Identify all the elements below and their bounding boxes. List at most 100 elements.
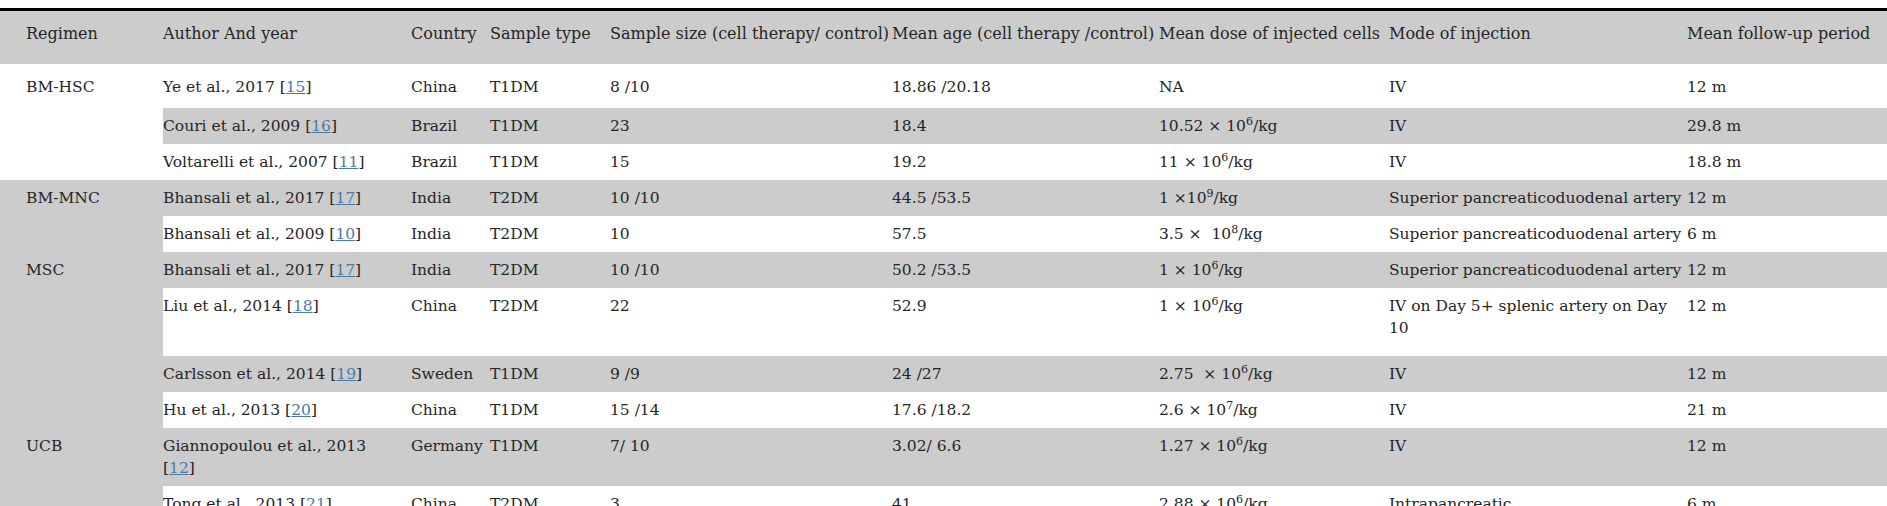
author-text: Giannopoulou et al., 2013 bbox=[163, 437, 366, 455]
cell-mean-dose: NA bbox=[1159, 64, 1389, 108]
cell-sample-type: T1DM bbox=[490, 392, 610, 428]
table-row: BM-MNCBhansali et al., 2017 [17]IndiaT2D… bbox=[0, 180, 1887, 216]
cell-country: Germany bbox=[411, 428, 490, 486]
dose-suffix: /kg bbox=[1238, 225, 1263, 243]
cell-mean-dose: 2.6 × 107/kg bbox=[1159, 392, 1389, 428]
cell-mean-age: 24 /27 bbox=[892, 356, 1159, 392]
cell-sample-type: T1DM bbox=[490, 108, 610, 144]
cell-mean-dose: 11 × 106/kg bbox=[1159, 144, 1389, 180]
cell-follow-up: 18.8 m bbox=[1687, 144, 1887, 180]
reference-link[interactable]: 10 bbox=[335, 225, 355, 243]
cell-country: China bbox=[411, 64, 490, 108]
dose-suffix: /kg bbox=[1218, 261, 1243, 279]
dose-base: 2.75 × 10 bbox=[1159, 365, 1241, 383]
cell-author: Carlsson et al., 2014 [19] bbox=[163, 356, 411, 392]
column-header-mode: Mode of injection bbox=[1389, 10, 1687, 65]
dose-base: 1.27 × 10 bbox=[1159, 437, 1236, 455]
cell-follow-up: 6 m bbox=[1687, 486, 1887, 506]
cell-mean-age: 18.4 bbox=[892, 108, 1159, 144]
cell-country: India bbox=[411, 216, 490, 252]
cell-mean-dose: 1 × 106/kg bbox=[1159, 252, 1389, 288]
cell-sample-size: 8 /10 bbox=[610, 64, 892, 108]
study-table: RegimenAuthor And yearCountrySample type… bbox=[0, 8, 1887, 506]
cell-sample-type: T1DM bbox=[490, 144, 610, 180]
header-row: RegimenAuthor And yearCountrySample type… bbox=[0, 10, 1887, 65]
cell-mode-of-injection: IV on Day 5+ splenic artery on Day10 bbox=[1389, 288, 1687, 356]
cell-author: Liu et al., 2014 [18] bbox=[163, 288, 411, 356]
cell-author: Hu et al., 2013 [20] bbox=[163, 392, 411, 428]
cell-sample-size: 9 /9 bbox=[610, 356, 892, 392]
author-text: Tong et al., 2013 bbox=[163, 495, 295, 506]
mode-text-line2: 10 bbox=[1389, 319, 1409, 337]
reference-link[interactable]: 19 bbox=[336, 365, 356, 383]
cell-mode-of-injection: IV bbox=[1389, 144, 1687, 180]
cell-mode-of-injection: IV bbox=[1389, 428, 1687, 486]
table-row: Voltarelli et al., 2007 [11]BrazilT1DM15… bbox=[0, 144, 1887, 180]
cell-regimen: BM-MNC bbox=[0, 180, 163, 252]
cell-sample-size: 22 bbox=[610, 288, 892, 356]
author-text: Bhansali et al., 2009 bbox=[163, 225, 324, 243]
dose-exponent: 6 bbox=[1246, 115, 1253, 128]
cell-mean-age: 18.86 /20.18 bbox=[892, 64, 1159, 108]
author-text: Couri et al., 2009 bbox=[163, 117, 300, 135]
cell-mean-age: 44.5 /53.5 bbox=[892, 180, 1159, 216]
cell-sample-type: T2DM bbox=[490, 216, 610, 252]
cell-country: China bbox=[411, 288, 490, 356]
cell-mode-of-injection: Superior pancreaticoduodenal artery bbox=[1389, 216, 1687, 252]
reference-link[interactable]: 15 bbox=[286, 78, 306, 96]
cell-mode-of-injection: IV bbox=[1389, 356, 1687, 392]
cell-regimen: UCB bbox=[0, 428, 163, 506]
cell-sample-size: 10 /10 bbox=[610, 180, 892, 216]
cell-author: Bhansali et al., 2017 [17] bbox=[163, 180, 411, 216]
reference-link[interactable]: 20 bbox=[291, 401, 311, 419]
cell-follow-up: 21 m bbox=[1687, 392, 1887, 428]
dose-base: 1 ×10 bbox=[1159, 189, 1207, 207]
column-header-country: Country bbox=[411, 10, 490, 65]
cell-country: China bbox=[411, 392, 490, 428]
table-row: UCBGiannopoulou et al., 2013[12]GermanyT… bbox=[0, 428, 1887, 486]
cell-regimen: BM-HSC bbox=[0, 64, 163, 180]
table-row: MSCBhansali et al., 2017 [17]IndiaT2DM10… bbox=[0, 252, 1887, 288]
table-head: RegimenAuthor And yearCountrySample type… bbox=[0, 10, 1887, 65]
reference-link[interactable]: 17 bbox=[335, 189, 355, 207]
mode-text: IV bbox=[1389, 153, 1406, 171]
column-header-regimen: Regimen bbox=[0, 10, 163, 65]
mode-text: IV bbox=[1389, 401, 1406, 419]
cell-mean-dose: 10.52 × 106/kg bbox=[1159, 108, 1389, 144]
cell-mode-of-injection: Superior pancreaticoduodenal artery bbox=[1389, 252, 1687, 288]
cell-mean-age: 57.5 bbox=[892, 216, 1159, 252]
cell-author: Voltarelli et al., 2007 [11] bbox=[163, 144, 411, 180]
reference-link[interactable]: 16 bbox=[311, 117, 331, 135]
table-row: Couri et al., 2009 [16]BrazilT1DM2318.41… bbox=[0, 108, 1887, 144]
cell-sample-type: T2DM bbox=[490, 252, 610, 288]
cell-mean-dose: 1 ×109/kg bbox=[1159, 180, 1389, 216]
author-text: Hu et al., 2013 bbox=[163, 401, 280, 419]
reference-link[interactable]: 17 bbox=[335, 261, 355, 279]
table-row: Liu et al., 2014 [18]ChinaT2DM2252.91 × … bbox=[0, 288, 1887, 356]
dose-base: 2.88 × 10 bbox=[1159, 495, 1236, 506]
cell-follow-up: 12 m bbox=[1687, 252, 1887, 288]
column-header-mean_age: Mean age (cell therapy /control) bbox=[892, 10, 1159, 65]
cell-mode-of-injection: IV bbox=[1389, 108, 1687, 144]
cell-sample-size: 15 bbox=[610, 144, 892, 180]
reference-link[interactable]: 11 bbox=[339, 153, 359, 171]
dose-base: 1 × 10 bbox=[1159, 297, 1211, 315]
column-header-follow_up: Mean follow-up period bbox=[1687, 10, 1887, 65]
reference-link[interactable]: 18 bbox=[293, 297, 313, 315]
mode-text: Superior pancreaticoduodenal artery bbox=[1389, 261, 1681, 279]
dose-suffix: /kg bbox=[1253, 117, 1278, 135]
dose-suffix: /kg bbox=[1214, 189, 1239, 207]
reference-link[interactable]: 21 bbox=[306, 495, 326, 506]
cell-mean-age: 41 bbox=[892, 486, 1159, 506]
cell-mean-age: 50.2 /53.5 bbox=[892, 252, 1159, 288]
author-text: Carlsson et al., 2014 bbox=[163, 365, 325, 383]
cell-sample-size: 10 bbox=[610, 216, 892, 252]
column-header-sample_type: Sample type bbox=[490, 10, 610, 65]
mode-text: Intrapancreatic bbox=[1389, 495, 1512, 506]
author-text: Bhansali et al., 2017 bbox=[163, 261, 324, 279]
reference-link[interactable]: 12 bbox=[169, 459, 189, 477]
cell-mean-dose: 2.75 × 106/kg bbox=[1159, 356, 1389, 392]
mode-text: Superior pancreaticoduodenal artery bbox=[1389, 225, 1681, 243]
cell-mean-dose: 2.88 × 106/kg bbox=[1159, 486, 1389, 506]
cell-country: Sweden bbox=[411, 356, 490, 392]
